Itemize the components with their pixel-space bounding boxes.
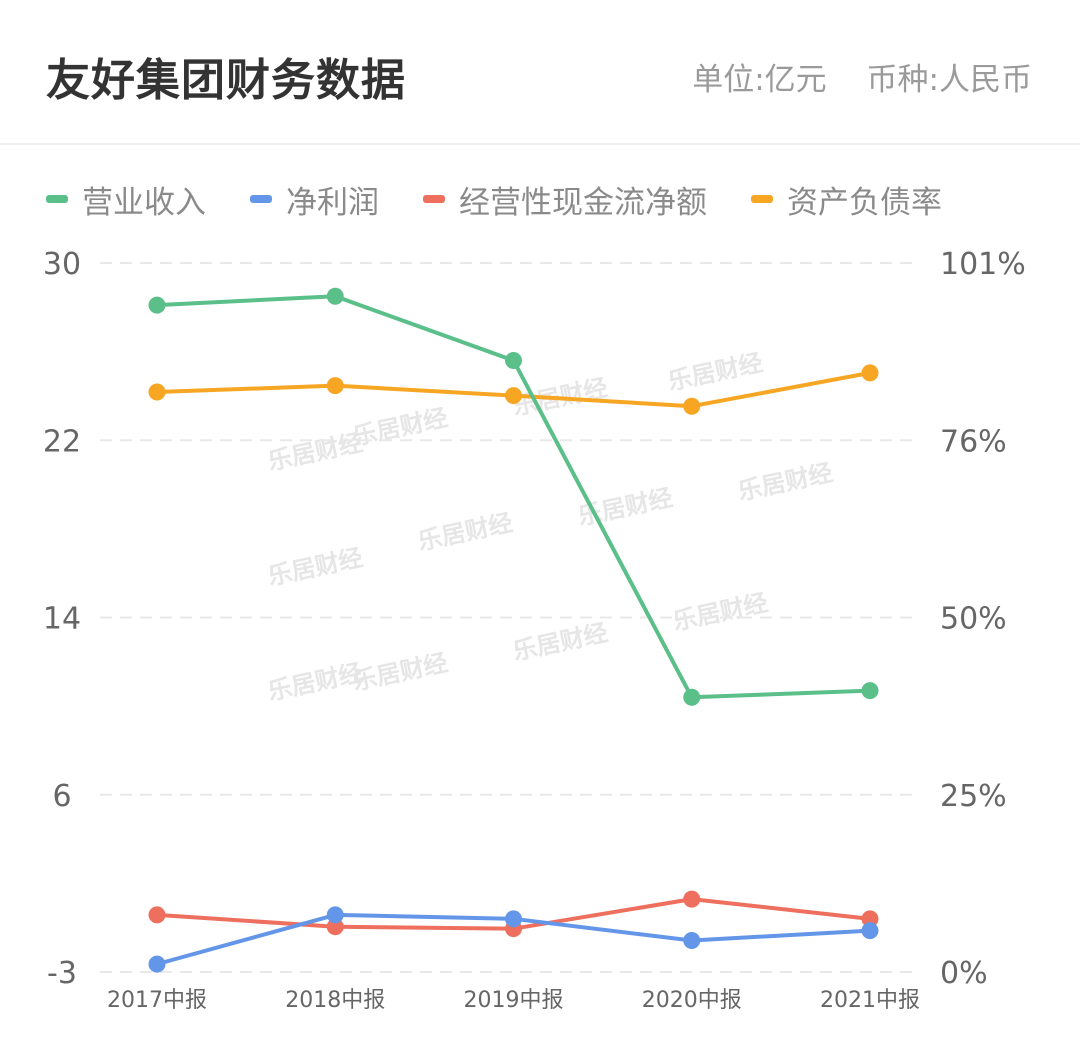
y-left-tick-label: 22 <box>43 424 81 459</box>
data-point-net-profit <box>505 910 522 928</box>
data-point-net-profit <box>148 955 166 973</box>
data-point-revenue <box>683 688 701 706</box>
legend-label-operating-cashflow: 经营性现金流净额 <box>459 184 707 221</box>
legend-swatch-revenue <box>46 195 68 203</box>
data-point-net-profit <box>326 906 344 924</box>
data-point-debt-ratio <box>505 387 522 405</box>
page-title: 友好集团财务数据 <box>46 55 406 106</box>
data-point-revenue <box>505 351 522 369</box>
data-point-operating-cashflow <box>861 910 879 928</box>
watermark-text: 乐居财经 <box>350 404 450 451</box>
data-point-debt-ratio <box>326 377 344 395</box>
y-left-tick-label: 30 <box>43 247 81 282</box>
watermark-text: 乐居财经 <box>735 459 835 506</box>
x-tick-label: 2018中报 <box>285 988 385 1013</box>
data-point-revenue <box>148 296 166 314</box>
x-tick-label: 2021中报 <box>820 988 920 1013</box>
y-left-tick-label: -3 <box>47 956 77 991</box>
data-point-debt-ratio <box>148 383 166 401</box>
y-right-tick-label: 25% <box>940 779 1007 814</box>
legend-swatch-net-profit <box>250 195 272 203</box>
data-point-net-profit <box>683 931 701 949</box>
y-left-tick-label: 6 <box>52 779 71 814</box>
unit-label: 单位:亿元 <box>692 62 827 98</box>
data-point-debt-ratio <box>683 397 701 415</box>
legend-item-net-profit[interactable]: 净利润 <box>250 177 379 222</box>
legend-swatch-operating-cashflow <box>423 195 445 203</box>
watermark-text: 乐居财经 <box>670 589 770 636</box>
data-point-net-profit <box>861 922 879 940</box>
x-tick-label: 2017中报 <box>107 988 207 1013</box>
x-tick-label: 2020中报 <box>642 988 742 1013</box>
data-point-operating-cashflow <box>683 890 701 908</box>
watermark-text: 乐居财经 <box>265 429 365 476</box>
data-point-operating-cashflow <box>326 918 344 936</box>
watermark-text: 乐居财经 <box>265 544 365 591</box>
data-point-operating-cashflow <box>148 906 166 924</box>
data-point-debt-ratio <box>861 364 879 382</box>
watermark-text: 乐居财经 <box>350 649 450 696</box>
y-right-tick-label: 50% <box>940 602 1007 637</box>
legend-swatch-debt-ratio <box>751 195 773 203</box>
watermark-text: 乐居财经 <box>510 619 610 666</box>
chart-legend: 营业收入 净利润 经营性现金流净额 资产负债率 <box>46 176 986 222</box>
header: 友好集团财务数据 单位:亿元 币种:人民币 <box>0 0 1080 145</box>
y-right-tick-label: 101% <box>940 247 1026 282</box>
y-right-tick-label: 76% <box>940 424 1007 459</box>
legend-label-debt-ratio: 资产负债率 <box>787 184 942 221</box>
legend-label-revenue: 营业收入 <box>82 184 206 221</box>
y-right-tick-label: 0% <box>940 956 988 991</box>
legend-item-operating-cashflow[interactable]: 经营性现金流净额 <box>423 177 707 222</box>
data-point-revenue <box>326 287 344 305</box>
data-point-revenue <box>861 682 879 700</box>
watermark-text: 乐居财经 <box>665 349 765 396</box>
watermark-text: 乐居财经 <box>265 659 365 706</box>
legend-item-revenue[interactable]: 营业收入 <box>46 177 206 222</box>
x-tick-label: 2019中报 <box>464 988 564 1013</box>
legend-item-debt-ratio[interactable]: 资产负债率 <box>751 177 942 222</box>
header-meta: 单位:亿元 币种:人民币 <box>662 54 1032 99</box>
currency-label: 币种:人民币 <box>866 62 1032 98</box>
y-left-tick-label: 14 <box>43 602 81 637</box>
legend-label-net-profit: 净利润 <box>286 184 379 221</box>
watermark-text: 乐居财经 <box>415 509 515 556</box>
